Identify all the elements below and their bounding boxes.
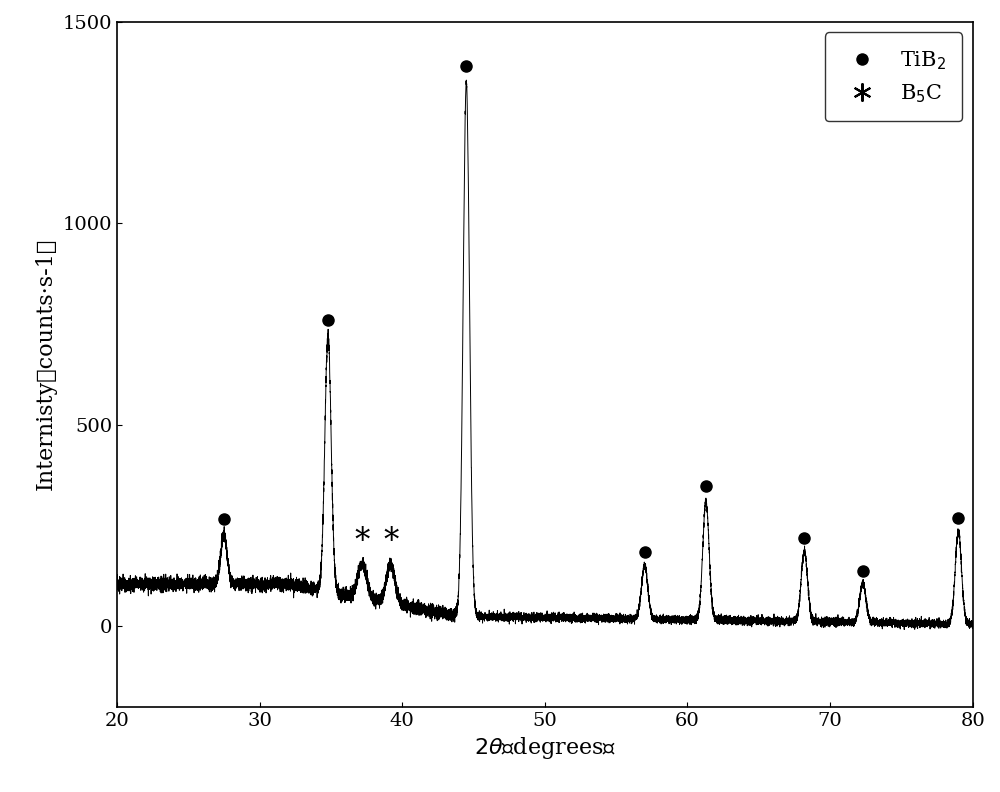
Text: *: * [355,526,370,557]
Text: *: * [383,526,398,557]
X-axis label: $2\theta$（degrees）: $2\theta$（degrees） [474,735,616,761]
Legend: TiB$_2$, B$_5$C: TiB$_2$, B$_5$C [825,32,962,121]
Y-axis label: Internisty（counts·s-1）: Internisty（counts·s-1） [35,238,57,490]
